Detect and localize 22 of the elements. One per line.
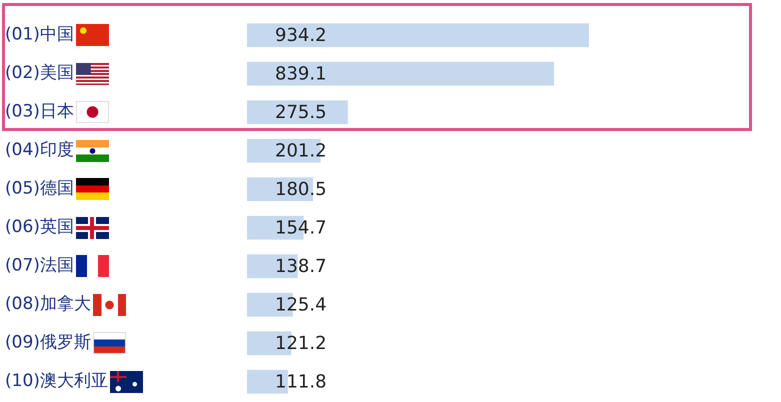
y-tick-label: (08)加拿大	[5, 294, 91, 314]
y-tick-label: (06)英国	[5, 217, 74, 238]
data-label: 111.8	[275, 371, 327, 392]
data-label: 180.5	[275, 178, 327, 200]
y-tick-label: (05)德国	[5, 178, 74, 199]
data-label: 934.2	[275, 24, 327, 46]
y-tick-label: (01)中国	[5, 24, 74, 45]
data-label: 138.7	[275, 256, 327, 277]
y-tick-label: (02)美国	[5, 63, 74, 84]
y-tick-label: (04)印度	[5, 140, 74, 160]
y-tick-label: (07)法国	[5, 256, 74, 276]
data-label: 839.1	[275, 63, 327, 84]
y-tick-label: (03)日本	[5, 102, 74, 122]
y-tick-label: (10)澳大利亚	[5, 371, 108, 392]
data-label: 201.2	[275, 140, 327, 162]
data-label: 125.4	[275, 294, 327, 316]
data-label: 154.7	[275, 217, 327, 238]
data-label: 121.2	[275, 332, 327, 354]
data-label: 275.5	[275, 102, 327, 123]
y-tick-label: (09)俄罗斯	[5, 332, 91, 353]
bar	[247, 23, 589, 48]
bar	[247, 62, 554, 86]
